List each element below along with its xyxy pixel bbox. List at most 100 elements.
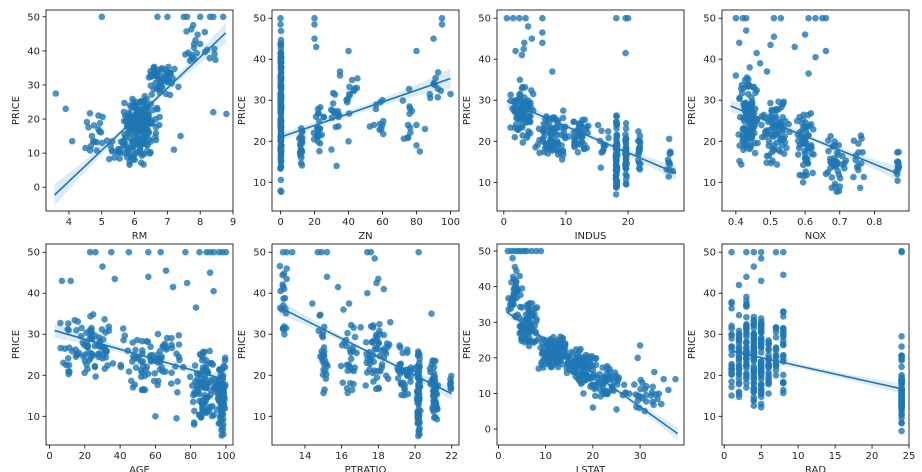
data-point xyxy=(99,263,106,270)
data-point xyxy=(196,13,204,21)
x-axis-label: AGE xyxy=(129,465,150,472)
data-point xyxy=(623,181,630,188)
data-point xyxy=(93,147,100,154)
subplot-ptratio: 14 16 18 20 22 10 20 30 40 50 PTRATIO PRICE xyxy=(237,243,460,472)
data-point xyxy=(99,355,106,362)
data-point xyxy=(604,389,612,397)
data-point xyxy=(347,379,354,387)
data-point xyxy=(373,374,381,381)
data-point xyxy=(763,130,771,137)
data-point xyxy=(182,51,189,58)
data-point xyxy=(182,248,189,256)
data-point xyxy=(199,406,206,413)
data-point xyxy=(521,334,529,342)
data-point xyxy=(192,37,199,44)
data-point xyxy=(551,114,558,122)
data-point xyxy=(765,345,772,353)
data-point xyxy=(622,140,630,148)
data-point xyxy=(518,285,526,292)
data-point xyxy=(809,169,816,177)
data-point xyxy=(413,142,420,149)
data-point xyxy=(780,248,787,256)
data-point xyxy=(735,354,743,362)
data-point xyxy=(96,119,104,127)
data-point xyxy=(432,74,439,82)
data-point xyxy=(320,351,327,358)
data-point xyxy=(137,159,145,166)
data-point xyxy=(309,300,316,307)
data-point xyxy=(415,248,423,256)
data-point xyxy=(383,340,391,347)
data-point xyxy=(132,148,139,156)
x-tick-label: 0 xyxy=(46,451,52,462)
data-point xyxy=(591,355,599,362)
data-point xyxy=(404,121,412,129)
data-point xyxy=(757,400,765,408)
x-tick-label: 0 xyxy=(501,217,507,228)
data-point xyxy=(124,114,131,122)
data-point xyxy=(591,392,599,400)
y-tick-label: 30 xyxy=(703,96,716,107)
data-point xyxy=(895,148,902,156)
data-point xyxy=(122,133,129,141)
data-point xyxy=(404,346,411,354)
data-point xyxy=(575,120,583,127)
data-point xyxy=(736,95,743,103)
data-point xyxy=(604,128,612,135)
data-point xyxy=(218,385,226,393)
data-point xyxy=(415,426,423,434)
data-point xyxy=(370,121,378,129)
data-point xyxy=(283,275,291,283)
data-point xyxy=(598,127,605,135)
data-point xyxy=(765,390,772,397)
data-point xyxy=(119,325,127,332)
data-point xyxy=(636,146,643,153)
data-point xyxy=(765,351,772,359)
data-point xyxy=(164,13,171,21)
data-point xyxy=(794,151,802,158)
data-point xyxy=(108,147,115,154)
data-point xyxy=(570,134,578,141)
x-tick-label: 16 xyxy=(335,451,348,462)
x-tick-label: 20 xyxy=(308,217,321,228)
data-point xyxy=(139,131,146,138)
data-point xyxy=(428,310,435,318)
data-point xyxy=(133,336,141,344)
data-point xyxy=(396,368,403,375)
data-point xyxy=(898,427,905,435)
data-point xyxy=(860,173,868,181)
data-point xyxy=(745,81,753,89)
data-point xyxy=(201,28,209,36)
y-axis-label: PRICE xyxy=(11,96,22,125)
data-point xyxy=(536,136,543,144)
data-point xyxy=(191,389,198,396)
data-point xyxy=(132,137,139,145)
data-point xyxy=(222,248,230,256)
y-tick-label: 20 xyxy=(27,115,40,126)
data-point xyxy=(540,120,548,127)
data-point xyxy=(87,313,94,320)
data-point xyxy=(525,342,533,350)
data-point xyxy=(743,375,750,382)
data-point xyxy=(192,304,200,311)
data-point xyxy=(728,362,735,370)
plot-area xyxy=(728,247,905,435)
data-point xyxy=(105,323,113,331)
x-tick-label: 9 xyxy=(230,217,236,228)
data-point xyxy=(438,21,446,28)
regression-line xyxy=(730,105,900,175)
data-point xyxy=(520,45,527,53)
data-point xyxy=(58,277,66,285)
data-point xyxy=(67,277,74,285)
y-tick-label: 20 xyxy=(27,371,40,382)
data-point xyxy=(144,113,152,120)
data-point xyxy=(174,378,181,385)
data-point xyxy=(366,360,374,368)
data-point xyxy=(539,39,546,47)
data-point xyxy=(512,278,520,285)
data-point xyxy=(728,368,735,376)
data-point xyxy=(65,370,72,378)
data-point xyxy=(516,76,524,84)
data-point xyxy=(822,14,830,22)
data-point xyxy=(728,248,735,256)
